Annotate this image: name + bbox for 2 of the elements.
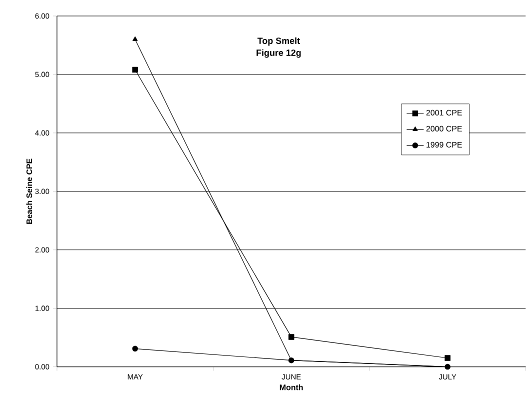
text: Top Smelt: [257, 38, 300, 46]
text: Figure 12g: [256, 49, 301, 58]
